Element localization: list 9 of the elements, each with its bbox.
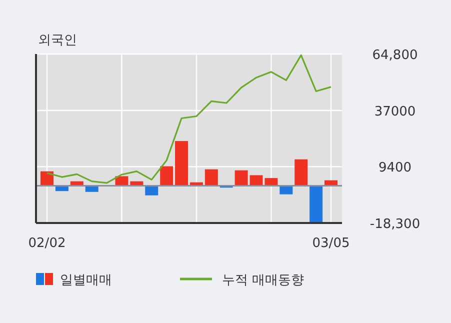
chart-title: 외국인 (38, 33, 77, 48)
y-tick-label: 9400 (378, 160, 412, 176)
y-tick-label: 64,800 (372, 48, 418, 63)
x-tick-label: 03/05 (312, 236, 350, 251)
legend-label: 일별매매 (60, 273, 112, 288)
x-tick-label: 02/02 (28, 236, 66, 251)
legend-label: 누적 매매동향 (222, 273, 304, 288)
y-tick-label: 37000 (374, 104, 416, 120)
y-tick-label: -18,300 (370, 217, 420, 232)
